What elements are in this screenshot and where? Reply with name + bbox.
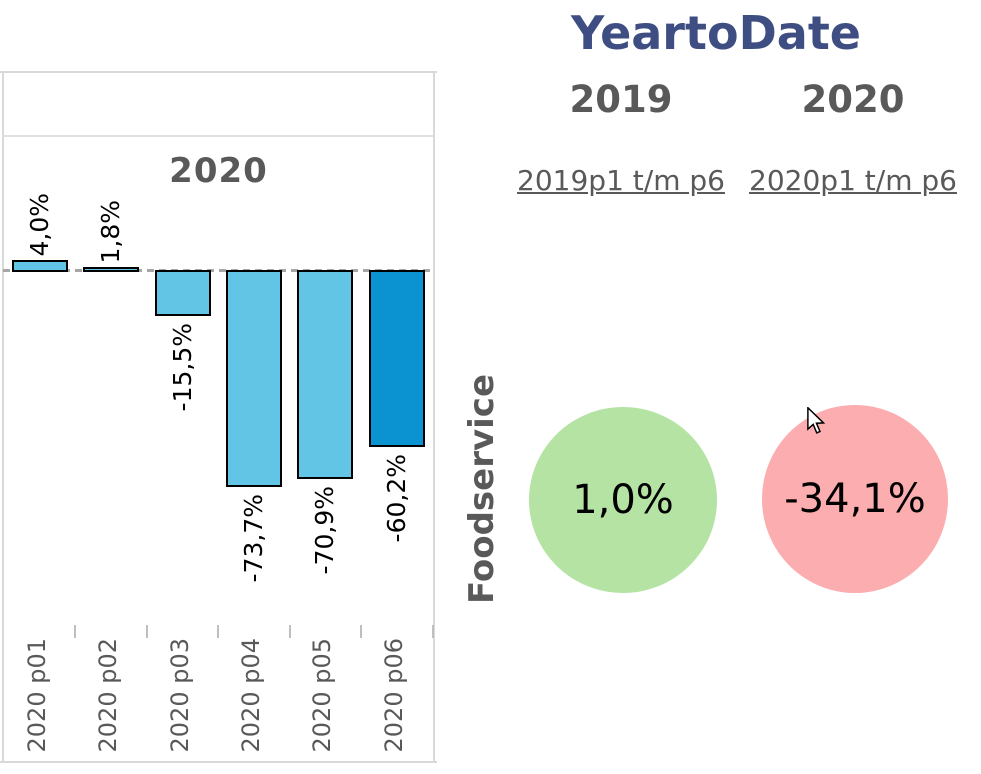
bar-value-label: 1,8% (96, 200, 126, 264)
ytd-value-2019: 1,0% (572, 477, 674, 523)
x-axis-tick (431, 625, 434, 638)
ytd-row-label-foodservice: Foodservice (462, 374, 502, 604)
bar-2020-p03 (154, 270, 211, 316)
ytd-year-2019: 2019 (569, 78, 673, 121)
plot-top-gridline (2, 135, 433, 137)
ytd-title: YeartoDate (570, 6, 861, 60)
ytd-value-2020: -34,1% (784, 476, 926, 522)
bar-value-label: 4,0% (24, 193, 54, 257)
chart-border-top (0, 71, 437, 73)
x-axis-label: 2020 p04 (237, 638, 265, 753)
ytd-circle-2020: -34,1% (762, 405, 948, 593)
x-axis-label: 2020 p03 (165, 638, 194, 753)
ytd-period-link-2020[interactable]: 2020p1 t/m p6 (749, 164, 957, 197)
x-axis-tick (217, 625, 220, 638)
x-axis-tick (288, 625, 291, 638)
zero-axis-line (3, 269, 432, 272)
x-axis-tick (74, 625, 77, 638)
x-axis-label: 2020 p06 (379, 638, 408, 753)
mouse-cursor-icon (807, 407, 826, 434)
bar-value-label: -70,9% (310, 486, 340, 575)
bar-value-label: -15,5% (167, 323, 197, 412)
bar-2020-p04 (226, 270, 282, 487)
period-bar-chart: 2020 4,0% 2020 p01 1,8% 2020 p02 -15,5% 2020 … (0, 71, 437, 763)
bar-2020-p01 (11, 260, 68, 272)
chart-border-right (433, 71, 435, 763)
bar-2020-p05 (297, 270, 354, 479)
x-axis-tick (360, 625, 363, 638)
bar-2020-p02 (83, 267, 140, 272)
bar-plot-area: 4,0% 2020 p01 1,8% 2020 p02 -15,5% 2020 p03 -7… (0, 71, 437, 763)
chart-title: 2020 (169, 151, 268, 191)
chart-border-bottom (0, 761, 437, 763)
x-axis-label: 2020 p01 (22, 638, 51, 753)
bar-value-label: -60,2% (381, 454, 411, 543)
ytd-year-2020: 2020 (801, 78, 905, 121)
x-axis-label: 2020 p02 (94, 638, 123, 753)
ytd-circle-2019: 1,0% (529, 407, 717, 593)
chart-border-left (2, 71, 4, 763)
bar-2020-p06 (368, 270, 425, 447)
x-axis-tick (145, 625, 148, 638)
x-axis-label: 2020 p05 (308, 638, 337, 753)
bar-value-label: -73,7% (239, 494, 268, 583)
ytd-period-link-2019[interactable]: 2019p1 t/m p6 (517, 164, 725, 197)
